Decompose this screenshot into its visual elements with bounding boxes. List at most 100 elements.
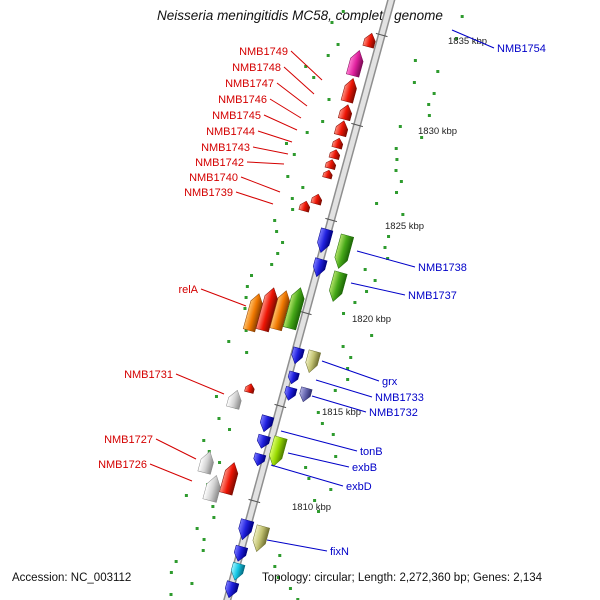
leader-line <box>257 130 293 143</box>
tick-dot <box>420 136 424 139</box>
tick-dot <box>341 345 345 348</box>
kbp-label: 1835 kbp <box>448 36 487 47</box>
gene-label[interactable]: tonB <box>360 446 383 458</box>
leader-line <box>356 250 416 268</box>
gene-arrow-red[interactable] <box>298 200 311 213</box>
tick-dot <box>228 428 232 431</box>
tick-dot <box>169 593 173 596</box>
gene-label[interactable]: fixN <box>330 546 349 558</box>
gene-label[interactable]: NMB1738 <box>418 262 467 274</box>
gene-label[interactable]: NMB1745 <box>212 110 261 122</box>
gene-arrow-red[interactable] <box>244 382 255 394</box>
gene-arrow-red[interactable] <box>310 193 323 206</box>
gene-arrow-blue[interactable] <box>258 414 275 434</box>
gene-label[interactable]: NMB1740 <box>189 172 238 184</box>
gene-label[interactable]: NMB1739 <box>184 187 233 199</box>
gene-arrow-green[interactable] <box>282 286 307 331</box>
gene-arrow-green[interactable] <box>327 270 348 303</box>
gene-arrow-red[interactable] <box>333 119 350 138</box>
kbp-tick <box>375 32 388 38</box>
leader-line <box>263 114 298 131</box>
tick-dot <box>243 307 247 310</box>
gene-arrow-green[interactable] <box>332 233 355 270</box>
gene-arrow-blue[interactable] <box>255 433 271 450</box>
tick-dot <box>217 417 221 420</box>
gene-arrow-blue[interactable] <box>311 257 328 279</box>
tick-dot <box>336 43 340 46</box>
tick-dot <box>212 516 216 519</box>
gene-label[interactable]: exbB <box>352 462 377 474</box>
tick-dot <box>284 142 288 145</box>
kbp-tick <box>325 217 338 223</box>
gene-label[interactable]: NMB1743 <box>201 142 250 154</box>
gene-label[interactable]: NMB1733 <box>375 392 424 404</box>
gene-arrow-gray[interactable] <box>202 474 223 503</box>
gene-arrow-blue[interactable] <box>252 452 267 467</box>
gene-arrow-orange[interactable] <box>269 289 292 332</box>
gene-arrow-khaki[interactable] <box>250 524 271 554</box>
gene-arrow-blue[interactable] <box>315 227 334 254</box>
gene-arrow-orange[interactable] <box>242 292 265 333</box>
gene-arrow-red[interactable] <box>328 148 341 160</box>
gene-label[interactable]: NMB1754 <box>497 43 546 55</box>
gene-arrow-slate[interactable] <box>298 386 313 403</box>
leader-line <box>311 395 367 413</box>
gene-arrow-red[interactable] <box>337 103 354 122</box>
gene-arrow-cyan[interactable] <box>229 561 246 582</box>
tick-dot <box>432 92 436 95</box>
tick-dot <box>353 301 357 304</box>
gene-arrow-red[interactable] <box>362 32 377 49</box>
gene-label[interactable]: NMB1742 <box>195 157 244 169</box>
tick-dot <box>270 263 274 266</box>
gene-label[interactable]: NMB1746 <box>218 94 267 106</box>
gene-arrow-khaki[interactable] <box>303 349 321 374</box>
leader-line <box>287 452 350 468</box>
tick-dot <box>386 257 390 260</box>
gene-arrow-blue[interactable] <box>283 385 298 401</box>
gene-arrow-blue[interactable] <box>287 370 300 385</box>
gene-label[interactable]: grx <box>382 376 398 388</box>
gene-arrow-gray[interactable] <box>226 389 243 410</box>
gene-arrow-blue[interactable] <box>232 544 249 563</box>
tick-dot <box>245 351 249 354</box>
footer-stats: Topology: circular; Length: 2,272,360 bp… <box>262 572 543 584</box>
gene-arrow-magenta[interactable] <box>345 49 365 78</box>
gene-arrow-red[interactable] <box>331 137 344 150</box>
gene-arrow-blue[interactable] <box>223 580 240 600</box>
gene-label[interactable]: NMB1727 <box>104 434 153 446</box>
gene-label[interactable]: NMB1749 <box>239 46 288 58</box>
gene-label[interactable]: NMB1744 <box>206 126 255 138</box>
gene-arrow-chartreuse[interactable] <box>267 435 288 468</box>
leader-line <box>155 438 197 460</box>
tick-dot <box>327 98 331 101</box>
gene-label[interactable]: NMB1737 <box>408 290 457 302</box>
tick-dot <box>427 114 431 117</box>
tick-dot <box>399 180 403 183</box>
gene-arrow-blue[interactable] <box>236 518 255 542</box>
gene-label[interactable]: NMB1731 <box>124 369 173 381</box>
leader-line <box>276 82 308 107</box>
tick-dot <box>363 268 367 271</box>
leader-line <box>321 360 380 382</box>
tick-dot <box>202 439 206 442</box>
gene-label[interactable]: NMB1747 <box>225 78 274 90</box>
gene-label[interactable]: NMB1726 <box>98 459 147 471</box>
gene-label[interactable]: exbD <box>346 481 372 493</box>
gene-label[interactable]: NMB1748 <box>232 62 281 74</box>
gene-arrow-blue[interactable] <box>290 346 305 365</box>
gene-arrow-gray[interactable] <box>197 450 216 475</box>
gene-arrow-red[interactable] <box>219 461 241 496</box>
tick-dot <box>244 296 248 299</box>
leader-line <box>149 463 193 482</box>
gene-arrow-red[interactable] <box>322 169 334 180</box>
gene-arrow-red[interactable] <box>324 158 337 170</box>
tick-dot <box>202 538 206 541</box>
tick-dot <box>292 153 296 156</box>
gene-arrow-red[interactable] <box>255 286 280 333</box>
gene-label[interactable]: relA <box>178 284 198 296</box>
tick-dot <box>184 494 188 497</box>
tick-dot <box>313 499 317 502</box>
gene-label[interactable]: NMB1732 <box>369 407 418 419</box>
tick-dot <box>304 466 308 469</box>
gene-arrow-red[interactable] <box>340 77 359 104</box>
